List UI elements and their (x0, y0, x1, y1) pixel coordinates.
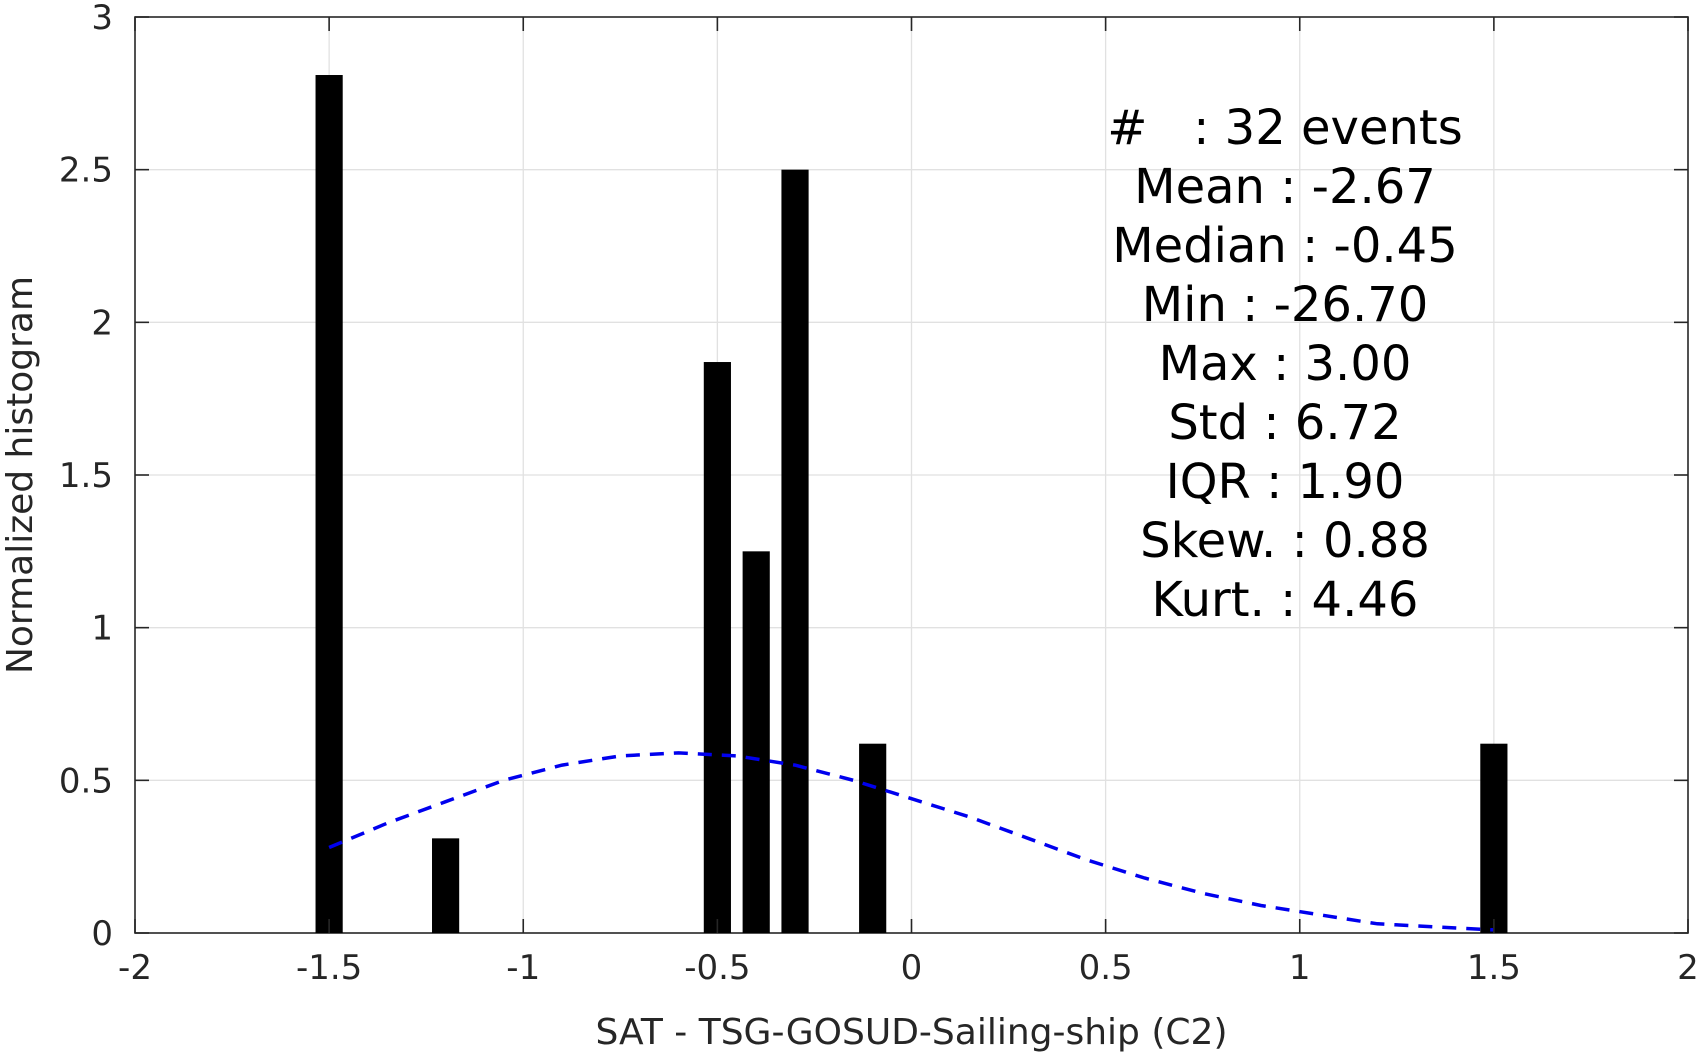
stat-line: Min : -26.70 (1142, 277, 1429, 333)
histogram-bar (1480, 743, 1508, 933)
x-tick-label: 0 (901, 948, 923, 988)
y-axis-label: Normalized histogram (0, 276, 41, 674)
histogram-bar (315, 75, 343, 934)
x-tick-label: -1 (506, 948, 540, 988)
histogram-bar (742, 551, 770, 933)
y-tick-label: 0 (91, 914, 113, 954)
stat-line: Max : 3.00 (1159, 336, 1412, 392)
stat-line: Kurt. : 4.46 (1152, 572, 1419, 628)
x-tick-label: 1 (1289, 948, 1311, 988)
y-tick-label: 2 (91, 303, 113, 343)
y-tick-label: 1 (91, 609, 113, 649)
histogram-bar (703, 362, 731, 933)
stat-line: Skew. : 0.88 (1140, 513, 1430, 569)
x-tick-label: -0.5 (684, 948, 750, 988)
axis-ticks (134, 16, 1689, 934)
stat-line: IQR : 1.90 (1166, 454, 1405, 510)
x-tick-labels: -2 -1.5 -1 -0.5 0 0.5 1 1.5 2 (118, 948, 1699, 988)
x-tick-label: -2 (118, 948, 152, 988)
x-tick-label: 1.5 (1467, 948, 1521, 988)
fit-curve (328, 751, 1494, 932)
y-tick-label: 2.5 (59, 151, 113, 191)
x-tick-label: -1.5 (296, 948, 362, 988)
histogram-bar (859, 743, 887, 933)
stat-line: # : 32 events (1107, 100, 1462, 156)
stat-line: Mean : -2.67 (1134, 159, 1436, 215)
grid (135, 17, 1688, 933)
histogram-bar (781, 169, 809, 933)
y-tick-label: 1.5 (59, 456, 113, 496)
stat-line: Std : 6.72 (1168, 395, 1401, 451)
x-axis-label: SAT - TSG-GOSUD-Sailing-ship (C2) (596, 1012, 1228, 1053)
histogram-bars (315, 75, 1508, 934)
x-tick-label: 2 (1677, 948, 1699, 988)
histogram-bar (432, 838, 460, 933)
y-tick-label: 3 (91, 0, 113, 38)
y-tick-label: 0.5 (59, 761, 113, 801)
stat-line: Median : -0.45 (1112, 218, 1457, 274)
x-tick-label: 0.5 (1079, 948, 1133, 988)
y-tick-labels: 0 0.5 1 1.5 2 2.5 3 (59, 0, 113, 954)
